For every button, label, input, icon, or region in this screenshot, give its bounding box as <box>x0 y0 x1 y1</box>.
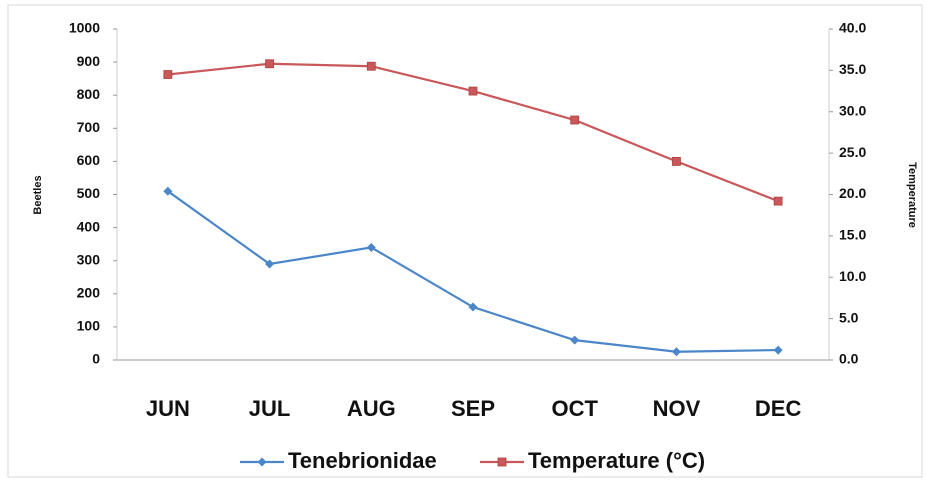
y-tick-label: 800 <box>77 86 101 102</box>
point <box>570 115 580 125</box>
y-tick-label: 500 <box>77 185 101 201</box>
point <box>163 70 173 79</box>
point <box>497 457 507 467</box>
x-tick-label: DEC <box>755 396 802 421</box>
y2-tick-label: 5.0 <box>839 309 859 325</box>
point <box>265 259 275 269</box>
point <box>773 345 783 355</box>
y2-tick-label: 0.0 <box>839 351 859 367</box>
chart-frame <box>7 4 923 478</box>
point <box>366 61 376 71</box>
y2-tick-label: 20.0 <box>839 185 866 201</box>
y2-tick-label: 35.0 <box>839 61 866 77</box>
x-tick-label: AUG <box>347 396 396 421</box>
y-tick-label: 0 <box>92 351 100 367</box>
x-tick-label: JUN <box>146 396 190 421</box>
point <box>468 86 478 96</box>
y-tick-label: 400 <box>77 218 101 234</box>
y2-tick-label: 10.0 <box>839 268 866 284</box>
y-tick-label: 1000 <box>69 20 100 36</box>
y2-tick-label: 15.0 <box>839 227 866 243</box>
point <box>265 59 274 69</box>
legend-label: Tenebrionidae <box>288 448 437 473</box>
x-tick-label: SEP <box>451 396 495 421</box>
y2-tick-label: 30.0 <box>839 102 866 118</box>
y-tick-label: 900 <box>77 53 101 69</box>
point <box>163 186 173 196</box>
point <box>468 302 478 312</box>
x-tick-label: JUL <box>249 396 291 421</box>
y-tick-label: 100 <box>77 318 101 334</box>
y2-axis-label: Temperature <box>906 162 918 228</box>
point <box>671 347 681 357</box>
point <box>773 196 783 206</box>
y-axis-label: Beetles <box>32 175 44 214</box>
point <box>257 457 267 467</box>
y-tick-label: 700 <box>77 119 101 135</box>
point <box>366 242 376 252</box>
y-tick-label: 200 <box>77 285 101 301</box>
y2-tick-label: 25.0 <box>839 144 866 160</box>
point <box>672 156 681 166</box>
y2-tick-label: 40.0 <box>839 20 866 36</box>
y-tick-label: 300 <box>77 251 101 267</box>
point <box>570 335 580 345</box>
legend-label: Temperature (°C) <box>528 448 705 473</box>
y-tick-label: 600 <box>77 152 101 168</box>
x-tick-label: OCT <box>551 396 598 421</box>
x-tick-label: NOV <box>653 396 701 421</box>
